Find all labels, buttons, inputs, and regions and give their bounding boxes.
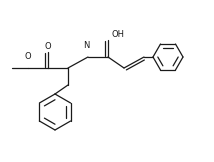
Text: O: O [25, 52, 31, 61]
Text: N: N [83, 41, 89, 50]
Text: OH: OH [112, 30, 125, 39]
Text: O: O [45, 42, 51, 51]
